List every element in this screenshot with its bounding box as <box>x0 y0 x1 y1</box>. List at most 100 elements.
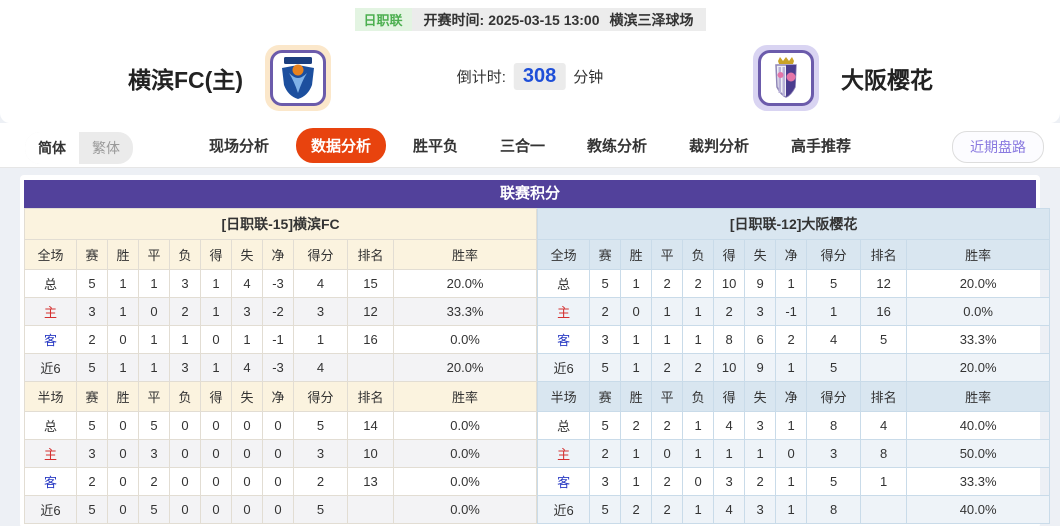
stat-cell: 3 <box>713 467 746 496</box>
stat-cell: -1 <box>775 297 808 326</box>
stat-cell: 0 <box>107 495 139 524</box>
stat-cell: 2 <box>138 467 170 496</box>
home-team-logo-icon <box>264 45 331 111</box>
stat-cell: 0 <box>200 325 232 354</box>
table-row: 近6 5 1 2 2 10 9 1 5 20.0% <box>537 353 1051 382</box>
stat-cell: 1 <box>200 353 232 382</box>
stat-cell: 1 <box>682 297 715 326</box>
column-header-cell: 赛 <box>589 381 622 412</box>
nav-tab[interactable]: 数据分析 <box>295 127 386 163</box>
team-header-row: [日职联-12]大阪樱花 <box>537 208 1051 240</box>
stat-cell: 2 <box>620 411 653 440</box>
row-label: 近6 <box>24 353 77 382</box>
row-label: 近6 <box>537 495 591 524</box>
stat-cell: 1 <box>860 467 908 496</box>
stat-cell: 3 <box>169 353 201 382</box>
row-label: 总 <box>537 411 591 440</box>
stat-cell: 1 <box>682 325 715 354</box>
stat-cell: 1 <box>775 467 808 496</box>
stat-cell: 3 <box>589 467 622 496</box>
stat-cell: 2 <box>293 467 348 496</box>
stat-cell: 0.0% <box>392 467 538 496</box>
stat-cell: 1 <box>107 353 139 382</box>
row-label: 总 <box>24 411 77 440</box>
stat-cell: 0 <box>200 495 232 524</box>
stat-cell: 20.0% <box>392 353 538 382</box>
row-label: 主 <box>537 439 591 468</box>
team-header-label: [日职联-12]大阪樱花 <box>537 208 1051 240</box>
nav-tab[interactable]: 三合一 <box>499 137 545 155</box>
stat-cell: -1 <box>262 325 294 354</box>
stat-cell: 2 <box>651 467 684 496</box>
stat-cell: 3 <box>744 495 777 524</box>
column-header-cell: 平 <box>138 239 170 270</box>
column-header-cell: 胜率 <box>392 239 538 270</box>
stat-cell: 5 <box>138 495 170 524</box>
stat-cell: 0 <box>231 411 263 440</box>
row-label: 总 <box>537 269 591 298</box>
stat-cell: 1 <box>775 269 808 298</box>
column-header-cell: 得 <box>200 239 232 270</box>
stat-cell: -3 <box>262 269 294 298</box>
stat-cell: 2 <box>651 269 684 298</box>
home-team-name: 横滨FC(主) <box>128 67 243 93</box>
standings-title: 联赛积分 <box>24 180 1036 208</box>
stat-cell: 1 <box>293 325 348 354</box>
column-header-cell: 失 <box>744 239 777 270</box>
column-header-cell: 排名 <box>860 381 908 412</box>
stat-cell: 2 <box>76 467 108 496</box>
nav-tab[interactable]: 高手推荐 <box>791 137 852 155</box>
league-badge[interactable]: 日职联 <box>354 8 412 31</box>
stat-cell: 1 <box>620 467 653 496</box>
stat-cell: 4 <box>231 269 263 298</box>
language-toggle[interactable]: 简体 繁体 <box>25 132 133 164</box>
column-header-row: 全场赛胜平负得失净得分 排名 胜率 <box>24 239 538 270</box>
column-header-cell: 得分 <box>293 381 348 412</box>
column-header-cell: 赛 <box>76 381 108 412</box>
stat-cell: 3 <box>169 269 201 298</box>
table-row: 客 2 0 2 0 0 0 0 2 13 0.0% <box>24 467 538 496</box>
stat-cell: 2 <box>744 467 777 496</box>
recent-trend-button[interactable]: 近期盘路 <box>952 131 1044 163</box>
stat-cell: 0 <box>169 439 201 468</box>
stat-cell: 0 <box>169 467 201 496</box>
stat-cell: 5 <box>806 269 862 298</box>
lang-traditional-option[interactable]: 繁体 <box>92 140 120 156</box>
scope-header-cell: 半场 <box>537 381 591 412</box>
column-header-cell: 胜 <box>107 239 139 270</box>
stat-cell: 0.0% <box>392 439 538 468</box>
kickoff-time: 2025-03-15 13:00 <box>488 11 600 28</box>
nav-tab[interactable]: 现场分析 <box>208 137 269 155</box>
nav-tab[interactable]: 裁判分析 <box>689 137 750 155</box>
stat-cell: 15 <box>347 269 394 298</box>
column-header-cell: 负 <box>682 381 715 412</box>
row-label: 主 <box>537 297 591 326</box>
column-header-cell: 平 <box>651 381 684 412</box>
stat-cell: 1 <box>775 411 808 440</box>
stat-cell: 4 <box>806 325 862 354</box>
stat-cell: 0 <box>138 297 170 326</box>
table-row: 总 5 0 5 0 0 0 0 5 14 0.0% <box>24 411 538 440</box>
stat-cell: 1 <box>620 439 653 468</box>
stat-cell: 5 <box>76 495 108 524</box>
column-header-cell: 负 <box>682 239 715 270</box>
nav-tab[interactable]: 教练分析 <box>587 137 648 155</box>
stat-cell: 2 <box>713 297 746 326</box>
stat-cell: 2 <box>682 353 715 382</box>
row-label: 客 <box>537 325 591 354</box>
stat-cell: 40.0% <box>906 411 1051 440</box>
stat-cell: 1 <box>806 297 862 326</box>
lang-simplified-option[interactable]: 简体 <box>25 132 79 164</box>
stat-cell: 5 <box>76 353 108 382</box>
column-header-cell: 得分 <box>806 239 862 270</box>
column-header-cell: 负 <box>169 381 201 412</box>
table-row: 客 3 1 1 1 8 6 2 4 5 33.3% <box>537 325 1051 354</box>
column-header-cell: 净 <box>262 239 294 270</box>
countdown-label: 倒计时: <box>456 69 506 86</box>
nav-tab[interactable]: 胜平负 <box>412 137 458 155</box>
stat-cell: 0 <box>620 297 653 326</box>
column-header-cell: 负 <box>169 239 201 270</box>
stat-cell: 5 <box>76 411 108 440</box>
column-header-row: 半场赛胜平负得失净得分 排名 胜率 <box>537 381 1051 412</box>
stat-cell: 20.0% <box>392 269 538 298</box>
